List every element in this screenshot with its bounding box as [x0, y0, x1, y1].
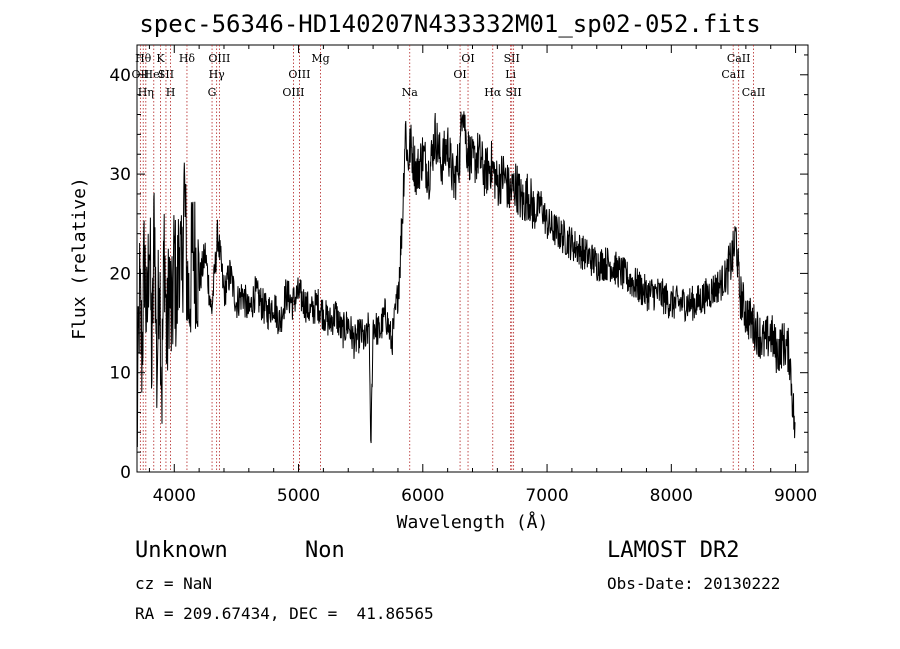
y-tick-label-2: 20 [109, 264, 131, 284]
x-tick-label-0: 4000 [153, 486, 196, 506]
line-label-11: OIII [282, 86, 304, 99]
object-name: Unknown [135, 538, 228, 563]
x-tick-label-2: 6000 [401, 486, 444, 506]
object-type: Non [305, 538, 345, 563]
line-label-9: Hγ [209, 68, 226, 81]
line-label-20: SII [506, 86, 522, 99]
line-label-7: Hδ [179, 52, 196, 65]
x-axis-label: Wavelength (Å) [397, 511, 549, 533]
line-label-23: CaII [742, 86, 766, 99]
line-label-6: H [166, 86, 176, 99]
line-label-12: OIII [288, 68, 310, 81]
line-label-10: OIII [208, 52, 230, 65]
line-label-16: OI [461, 52, 474, 65]
line-label-8: G [208, 86, 217, 99]
y-tick-label-0: 0 [120, 463, 131, 483]
x-tick-label-3: 7000 [525, 486, 568, 506]
line-label-2: Hη [138, 86, 154, 99]
line-label-21: CaII [721, 68, 745, 81]
y-axis-label: Flux (relative) [69, 177, 90, 340]
line-label-13: Mg [311, 52, 329, 65]
line-label-19: SII [504, 52, 520, 65]
line-label-18: Li [505, 68, 516, 81]
x-tick-label-5: 9000 [774, 486, 817, 506]
x-tick-label-1: 5000 [277, 486, 320, 506]
redshift-cz: cz = NaN [135, 574, 213, 593]
y-tick-label-3: 30 [109, 165, 131, 185]
line-label-1: Hθ [135, 52, 152, 65]
line-label-15: OI [453, 68, 466, 81]
x-tick-label-4: 8000 [650, 486, 693, 506]
spectrum-series-line [136, 111, 796, 448]
survey-name: LAMOST DR2 [607, 538, 740, 563]
observation-date: Obs-Date: 20130222 [607, 574, 781, 593]
line-label-17: Hα [484, 86, 502, 99]
chart-title: spec-56346-HD140207N433332M01_sp02-052.f… [139, 10, 761, 38]
y-tick-label-1: 10 [109, 364, 131, 384]
y-tick-label-4: 40 [109, 66, 131, 86]
line-label-5: SII [158, 68, 174, 81]
ra-dec-coordinates: RA = 209.67434, DEC = 41.86565 [135, 604, 434, 623]
line-label-3: HeI [144, 68, 164, 81]
line-label-14: Na [402, 86, 419, 99]
line-label-22: CaII [727, 52, 751, 65]
plot-frame [136, 44, 809, 473]
line-label-4: K [156, 52, 165, 65]
